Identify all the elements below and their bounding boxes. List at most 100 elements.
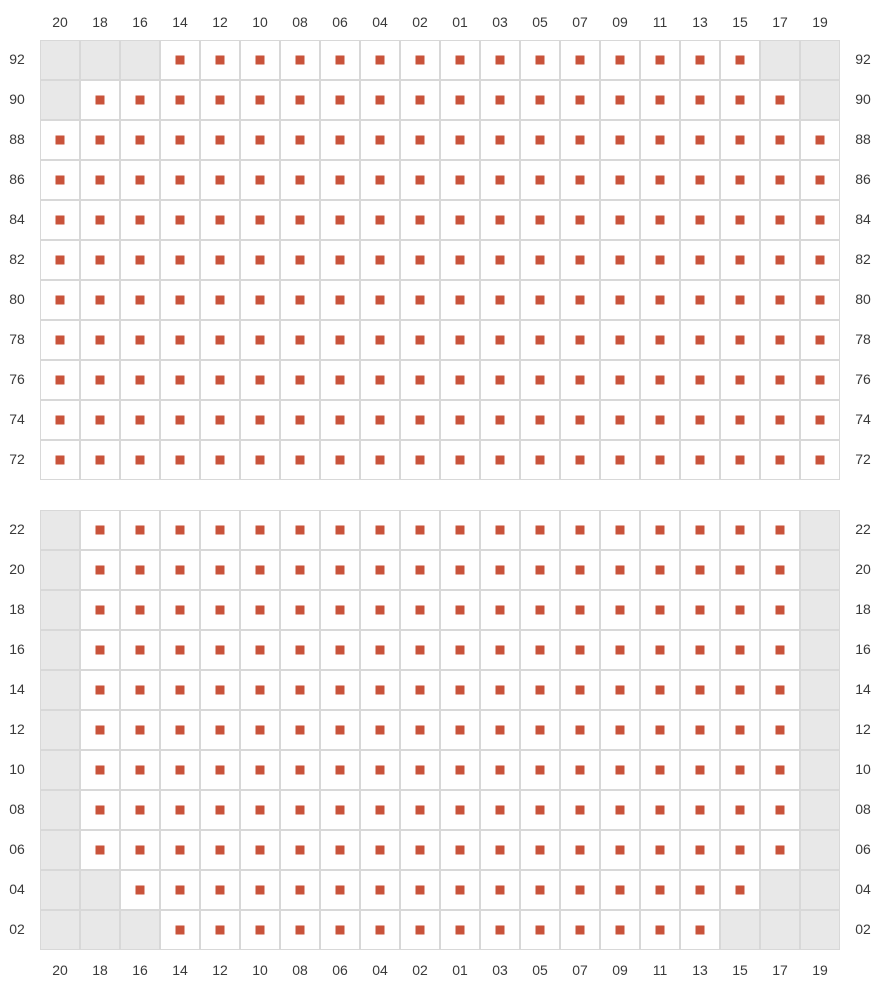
seat-cell[interactable] <box>440 550 480 590</box>
seat-cell[interactable] <box>480 320 520 360</box>
seat-cell[interactable] <box>760 510 800 550</box>
seat-cell[interactable] <box>720 790 760 830</box>
seat-cell[interactable] <box>240 80 280 120</box>
seat-cell[interactable] <box>480 120 520 160</box>
seat-cell[interactable] <box>600 40 640 80</box>
seat-cell[interactable] <box>360 590 400 630</box>
seat-cell[interactable] <box>360 280 400 320</box>
seat-cell[interactable] <box>480 400 520 440</box>
seat-cell[interactable] <box>400 630 440 670</box>
seat-cell[interactable] <box>480 360 520 400</box>
seat-cell[interactable] <box>440 360 480 400</box>
seat-cell[interactable] <box>520 670 560 710</box>
seat-cell[interactable] <box>320 630 360 670</box>
seat-cell[interactable] <box>200 870 240 910</box>
seat-cell[interactable] <box>600 870 640 910</box>
seat-cell[interactable] <box>600 910 640 950</box>
seat-cell[interactable] <box>800 360 840 400</box>
seat-cell[interactable] <box>80 830 120 870</box>
seat-cell[interactable] <box>360 790 400 830</box>
seat-cell[interactable] <box>240 240 280 280</box>
seat-cell[interactable] <box>360 710 400 750</box>
seat-cell[interactable] <box>560 550 600 590</box>
seat-cell[interactable] <box>40 280 80 320</box>
seat-cell[interactable] <box>520 590 560 630</box>
seat-cell[interactable] <box>120 200 160 240</box>
seat-cell[interactable] <box>680 280 720 320</box>
seat-cell[interactable] <box>80 240 120 280</box>
seat-cell[interactable] <box>440 750 480 790</box>
seat-cell[interactable] <box>560 280 600 320</box>
seat-cell[interactable] <box>480 630 520 670</box>
seat-cell[interactable] <box>360 440 400 480</box>
seat-cell[interactable] <box>200 630 240 670</box>
seat-cell[interactable] <box>760 670 800 710</box>
seat-cell[interactable] <box>120 790 160 830</box>
seat-cell[interactable] <box>680 360 720 400</box>
seat-cell[interactable] <box>760 750 800 790</box>
seat-cell[interactable] <box>560 240 600 280</box>
seat-cell[interactable] <box>40 160 80 200</box>
seat-cell[interactable] <box>600 630 640 670</box>
seat-cell[interactable] <box>80 280 120 320</box>
seat-cell[interactable] <box>680 830 720 870</box>
seat-cell[interactable] <box>360 160 400 200</box>
seat-cell[interactable] <box>320 80 360 120</box>
seat-cell[interactable] <box>360 830 400 870</box>
seat-cell[interactable] <box>280 670 320 710</box>
seat-cell[interactable] <box>280 870 320 910</box>
seat-cell[interactable] <box>160 790 200 830</box>
seat-cell[interactable] <box>640 830 680 870</box>
seat-cell[interactable] <box>200 160 240 200</box>
seat-cell[interactable] <box>680 120 720 160</box>
seat-cell[interactable] <box>760 550 800 590</box>
seat-cell[interactable] <box>400 120 440 160</box>
seat-cell[interactable] <box>440 440 480 480</box>
seat-cell[interactable] <box>440 590 480 630</box>
seat-cell[interactable] <box>640 200 680 240</box>
seat-cell[interactable] <box>280 320 320 360</box>
seat-cell[interactable] <box>320 510 360 550</box>
seat-cell[interactable] <box>760 830 800 870</box>
seat-cell[interactable] <box>360 550 400 590</box>
seat-cell[interactable] <box>480 870 520 910</box>
seat-cell[interactable] <box>600 440 640 480</box>
seat-cell[interactable] <box>720 590 760 630</box>
seat-cell[interactable] <box>320 550 360 590</box>
seat-cell[interactable] <box>160 240 200 280</box>
seat-cell[interactable] <box>120 870 160 910</box>
seat-cell[interactable] <box>400 750 440 790</box>
seat-cell[interactable] <box>80 750 120 790</box>
seat-cell[interactable] <box>200 80 240 120</box>
seat-cell[interactable] <box>200 240 240 280</box>
seat-cell[interactable] <box>680 670 720 710</box>
seat-cell[interactable] <box>160 630 200 670</box>
seat-cell[interactable] <box>520 440 560 480</box>
seat-cell[interactable] <box>560 790 600 830</box>
seat-cell[interactable] <box>320 360 360 400</box>
seat-cell[interactable] <box>280 360 320 400</box>
seat-cell[interactable] <box>760 790 800 830</box>
seat-cell[interactable] <box>160 320 200 360</box>
seat-cell[interactable] <box>560 590 600 630</box>
seat-cell[interactable] <box>760 400 800 440</box>
seat-cell[interactable] <box>240 750 280 790</box>
seat-cell[interactable] <box>280 550 320 590</box>
seat-cell[interactable] <box>480 550 520 590</box>
seat-cell[interactable] <box>680 590 720 630</box>
seat-cell[interactable] <box>400 160 440 200</box>
seat-cell[interactable] <box>640 590 680 630</box>
seat-cell[interactable] <box>440 910 480 950</box>
seat-cell[interactable] <box>520 910 560 950</box>
seat-cell[interactable] <box>760 630 800 670</box>
seat-cell[interactable] <box>80 550 120 590</box>
seat-cell[interactable] <box>440 320 480 360</box>
seat-cell[interactable] <box>640 510 680 550</box>
seat-cell[interactable] <box>320 320 360 360</box>
seat-cell[interactable] <box>120 320 160 360</box>
seat-cell[interactable] <box>160 830 200 870</box>
seat-cell[interactable] <box>600 790 640 830</box>
seat-cell[interactable] <box>400 360 440 400</box>
seat-cell[interactable] <box>800 320 840 360</box>
seat-cell[interactable] <box>160 550 200 590</box>
